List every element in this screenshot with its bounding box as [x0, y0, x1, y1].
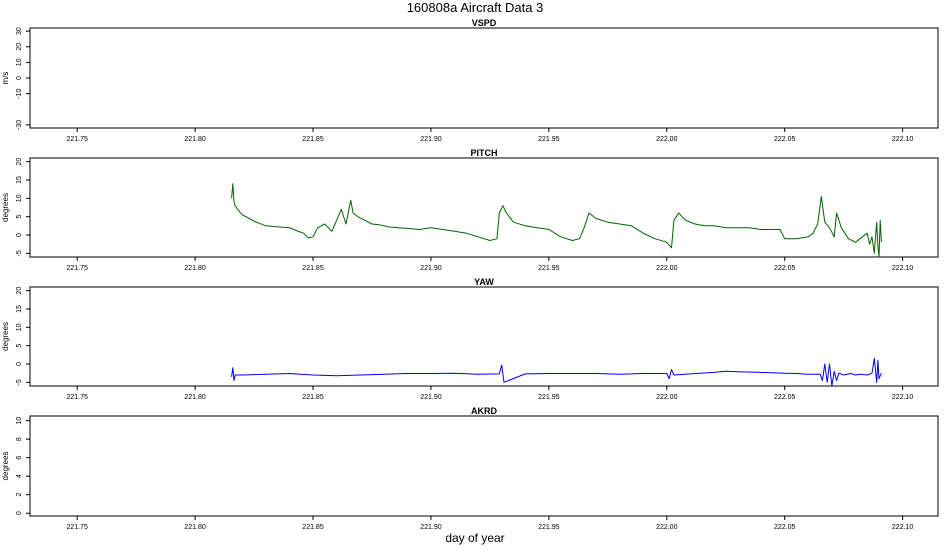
y-tick-label: -5 [16, 250, 23, 256]
y-tick-label: 10 [16, 323, 23, 331]
y-tick-label: 5 [16, 344, 23, 348]
y-tick-label: 15 [16, 305, 23, 313]
x-tick-label: 222.10 [892, 265, 914, 272]
x-tick-label: 221.95 [538, 394, 560, 401]
x-tick-label: 221.90 [420, 265, 442, 272]
x-axis-label: day of year [445, 531, 505, 545]
y-axis-label: m/s [1, 72, 10, 85]
panel-vspd: VSPD 221.75 221.80 221.85 221.90 221.95 222.00… [1, 18, 939, 143]
y-tick-label: 6 [16, 456, 23, 460]
x-tick-label: 221.90 [420, 394, 442, 401]
y-tick-label: 20 [16, 287, 23, 295]
panel-title: AKRD [471, 406, 497, 416]
series-line-yaw [231, 358, 882, 387]
x-tick-label: 221.80 [184, 524, 206, 531]
x-tick-label: 222.10 [892, 524, 914, 531]
y-tick-label: 30 [16, 27, 23, 35]
x-tick-label: 222.05 [774, 265, 796, 272]
panel-title: VSPD [472, 18, 497, 28]
x-tick-label: 221.80 [184, 394, 206, 401]
panel-title: PITCH [471, 148, 498, 158]
y-tick-label: 5 [16, 215, 23, 219]
y-tick-label: 0 [16, 362, 23, 366]
x-tick-label: 221.90 [420, 524, 442, 531]
panel-pitch: PITCH 221.75 221.80 221.85 221.90 221.95 222.0… [1, 148, 939, 272]
x-tick-label: 221.80 [184, 265, 206, 272]
y-tick-label: 0 [16, 233, 23, 237]
x-tick-label: 221.95 [538, 524, 560, 531]
y-tick-label: 20 [16, 43, 23, 51]
panel-yaw: YAW 221.75 221.80 221.85 221.90 221.95 222.00 2… [1, 277, 939, 401]
y-tick-label: 15 [16, 176, 23, 184]
plot-frame [29, 286, 939, 387]
y-tick-label: 2 [16, 493, 23, 497]
y-tick-label: -10 [16, 88, 23, 98]
y-axis-label: degrees [1, 322, 10, 351]
x-tick-label: 222.05 [774, 524, 796, 531]
x-tick-label: 221.75 [66, 524, 88, 531]
x-tick-label: 221.85 [302, 136, 324, 143]
x-tick-label: 221.75 [66, 136, 88, 143]
y-tick-label: -5 [16, 379, 23, 385]
y-tick-label: 10 [16, 194, 23, 202]
x-tick-label: 222.10 [892, 394, 914, 401]
y-tick-label: 10 [16, 417, 23, 425]
x-tick-label: 221.95 [538, 136, 560, 143]
y-tick-label: 4 [16, 474, 23, 478]
y-tick-label: -30 [16, 120, 23, 130]
x-tick-label: 221.85 [302, 265, 324, 272]
plot-frame [29, 157, 939, 258]
x-tick-label: 222.05 [774, 136, 796, 143]
x-tick-label: 222.00 [656, 265, 678, 272]
y-tick-label: 0 [16, 76, 23, 80]
x-tick-label: 222.00 [656, 524, 678, 531]
x-tick-label: 221.75 [66, 394, 88, 401]
y-tick-label: 8 [16, 437, 23, 441]
y-tick-label: 0 [16, 511, 23, 515]
y-axis-label: degrees [1, 452, 10, 481]
panel-akrd: AKRD 221.75 221.80 221.85 221.90 221.95 222.00… [1, 406, 939, 531]
series-line-pitch [231, 183, 882, 258]
x-tick-label: 222.00 [656, 136, 678, 143]
x-tick-label: 221.80 [184, 136, 206, 143]
y-tick-label: 10 [16, 58, 23, 66]
x-tick-label: 222.05 [774, 394, 796, 401]
y-axis-label: degrees [1, 193, 10, 222]
x-tick-label: 222.10 [892, 136, 914, 143]
x-tick-label: 221.75 [66, 265, 88, 272]
x-tick-label: 222.00 [656, 394, 678, 401]
y-tick-label: 20 [16, 158, 23, 166]
x-tick-label: 221.85 [302, 394, 324, 401]
page-title: 160808a Aircraft Data 3 [406, 0, 544, 15]
plot-frame [29, 27, 939, 129]
x-tick-label: 221.85 [302, 524, 324, 531]
x-tick-label: 221.95 [538, 265, 560, 272]
x-tick-label: 221.90 [420, 136, 442, 143]
plot-frame [29, 415, 939, 517]
panel-title: YAW [474, 277, 494, 287]
